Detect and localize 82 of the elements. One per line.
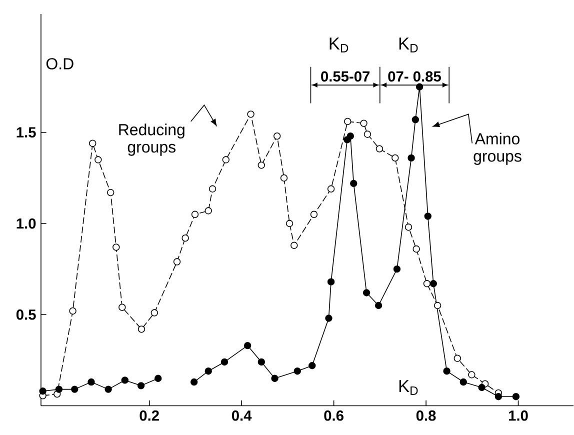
point bbox=[88, 378, 95, 386]
point bbox=[360, 120, 368, 128]
point bbox=[392, 154, 399, 162]
annotation: Amino groups bbox=[474, 132, 522, 166]
point bbox=[325, 314, 332, 322]
point bbox=[69, 308, 76, 315]
point bbox=[94, 156, 102, 164]
point bbox=[190, 378, 198, 386]
y-tick-label: 0.5 bbox=[16, 310, 36, 320]
point bbox=[154, 374, 162, 382]
point bbox=[107, 189, 114, 196]
point bbox=[416, 83, 424, 91]
annotation: K$_{D}$ bbox=[399, 38, 418, 52]
point bbox=[423, 280, 431, 288]
x-tick-label: 1.0 bbox=[509, 410, 528, 421]
point bbox=[478, 384, 486, 392]
point bbox=[258, 162, 265, 169]
point bbox=[430, 280, 438, 288]
point bbox=[247, 110, 254, 118]
point bbox=[350, 180, 358, 188]
point bbox=[412, 246, 420, 253]
point bbox=[408, 154, 415, 162]
annotation: Reducing groups bbox=[119, 124, 184, 156]
point bbox=[271, 374, 278, 382]
point bbox=[137, 382, 145, 390]
point bbox=[443, 368, 450, 375]
point bbox=[204, 207, 212, 215]
point bbox=[71, 386, 78, 394]
point bbox=[104, 386, 112, 394]
point bbox=[138, 326, 146, 333]
point bbox=[112, 244, 120, 251]
point bbox=[220, 358, 228, 366]
point bbox=[173, 258, 181, 266]
point bbox=[182, 234, 189, 242]
point bbox=[55, 386, 63, 394]
point bbox=[290, 242, 298, 250]
point bbox=[327, 185, 335, 193]
x-tick-label: 0.2 bbox=[140, 410, 159, 421]
y-axis-title: O.D bbox=[46, 58, 74, 70]
point bbox=[362, 289, 370, 296]
point bbox=[294, 368, 301, 375]
point bbox=[376, 145, 384, 153]
point bbox=[244, 342, 252, 350]
point bbox=[364, 130, 372, 138]
point bbox=[460, 378, 467, 386]
point bbox=[208, 185, 216, 193]
point bbox=[39, 388, 46, 395]
annotation: 07- 0.85 bbox=[388, 71, 441, 82]
point bbox=[273, 132, 281, 140]
point bbox=[344, 118, 352, 126]
point bbox=[327, 278, 335, 286]
annotation: K$_{D}$ bbox=[330, 38, 348, 52]
point bbox=[412, 116, 420, 124]
point bbox=[118, 304, 126, 312]
point bbox=[286, 220, 294, 228]
point bbox=[308, 362, 316, 370]
point bbox=[512, 393, 520, 400]
x-axis-title: K$_{D}$ bbox=[399, 380, 418, 396]
point bbox=[434, 302, 442, 310]
point bbox=[424, 212, 432, 220]
point bbox=[89, 140, 96, 148]
x-tick-label: 0.8 bbox=[416, 410, 436, 421]
annotation: 0.55-07 bbox=[321, 71, 370, 82]
y-tick-label: 1.5 bbox=[16, 127, 36, 138]
point bbox=[494, 393, 502, 400]
x-tick-label: 0.4 bbox=[232, 410, 252, 421]
point bbox=[280, 174, 288, 182]
point bbox=[468, 371, 476, 378]
point bbox=[404, 224, 412, 231]
point bbox=[204, 368, 212, 375]
point bbox=[393, 266, 401, 273]
point bbox=[454, 354, 461, 362]
y-tick-label: 1.0 bbox=[16, 218, 36, 229]
point bbox=[191, 210, 199, 218]
x-tick-label: 0.6 bbox=[324, 410, 344, 421]
point bbox=[374, 302, 382, 310]
point bbox=[121, 376, 129, 384]
point bbox=[258, 358, 265, 366]
point bbox=[222, 156, 230, 164]
point bbox=[346, 132, 354, 140]
point bbox=[150, 309, 158, 317]
point bbox=[310, 210, 318, 218]
